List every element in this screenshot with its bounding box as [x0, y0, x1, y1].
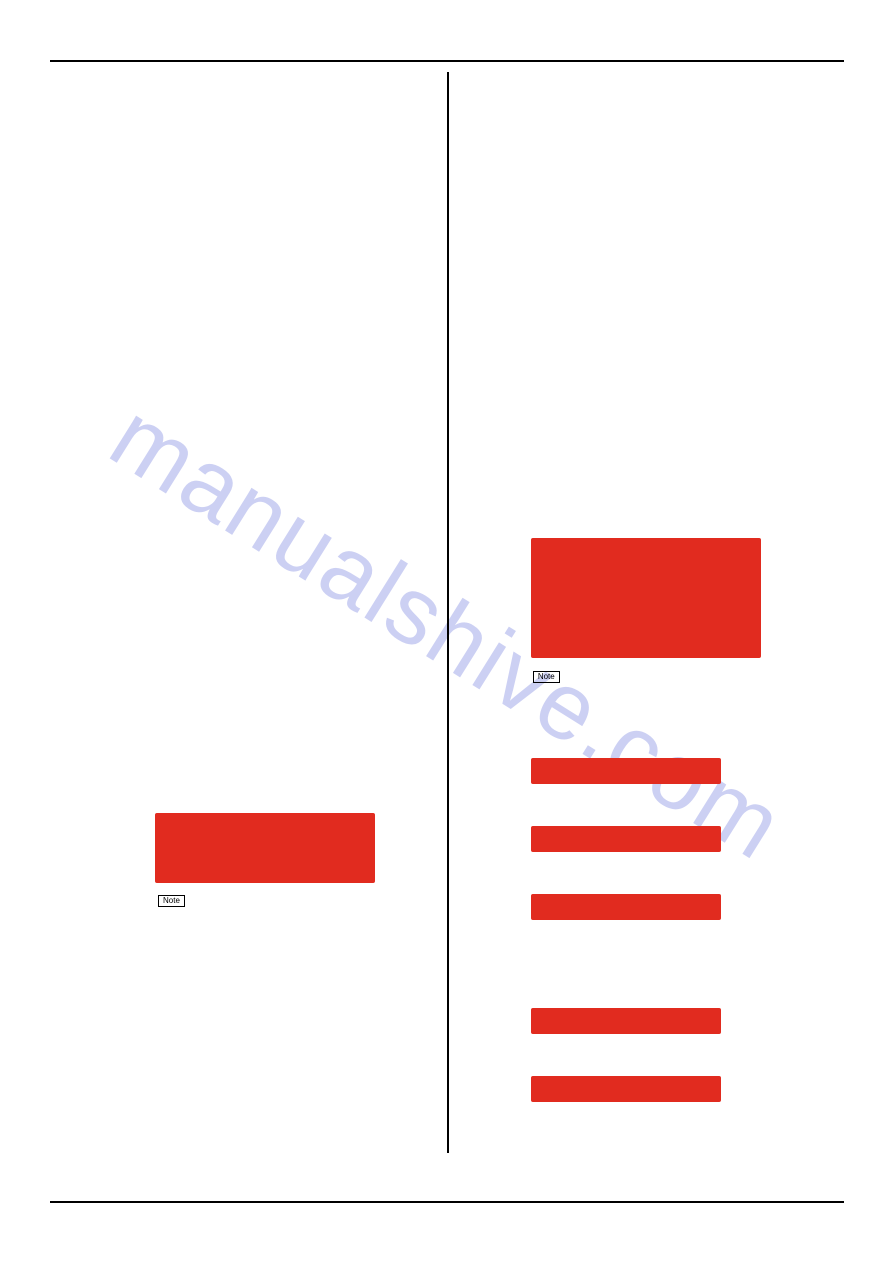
left-section-5 [50, 918, 423, 936]
left-column: Note [50, 78, 423, 1148]
note-label: Note [158, 895, 185, 907]
left-note: Note [158, 890, 185, 908]
redact-bar-3 [531, 894, 721, 920]
bottom-rule [50, 1201, 844, 1203]
column-divider [447, 72, 449, 1153]
left-section-1 [50, 108, 423, 126]
page-frame: Note Note [50, 60, 844, 1203]
right-note: Note [533, 666, 560, 684]
top-rule [50, 60, 844, 62]
redact-bar-5 [531, 1076, 721, 1102]
left-section-2 [50, 208, 423, 226]
right-heading [491, 78, 844, 96]
note-label-right: Note [533, 671, 560, 683]
right-redaction-block [531, 538, 761, 658]
redact-bar-2 [531, 826, 721, 852]
left-section-4 [50, 643, 423, 661]
left-redaction-block [155, 813, 375, 883]
redact-bar-1 [531, 758, 721, 784]
right-column: Note [471, 78, 844, 1148]
left-section-3 [50, 448, 423, 466]
redact-bar-4 [531, 1008, 721, 1034]
